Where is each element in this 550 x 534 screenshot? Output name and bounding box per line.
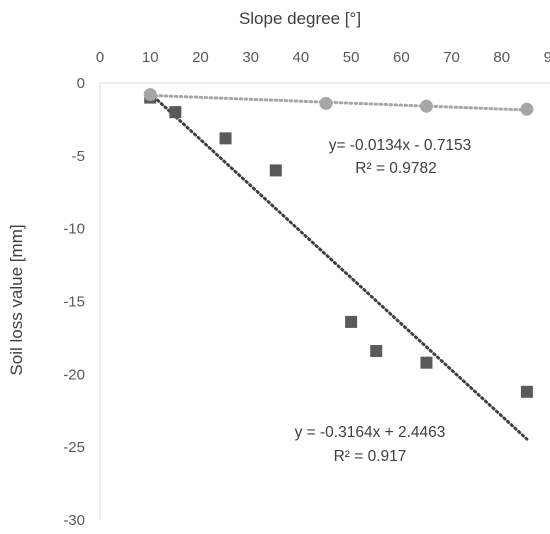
y-tick-label: -25 xyxy=(63,439,85,456)
circle-series-r2: R² = 0.9782 xyxy=(355,160,436,177)
y-tick-labels: 0 -5 -10 -15 -20 -25 -30 xyxy=(63,75,85,529)
x-tick-label: 60 xyxy=(393,49,410,66)
x-axis-title: Slope degree [°] xyxy=(239,9,361,28)
y-tick-label: 0 xyxy=(77,75,85,92)
circle-series-trendline xyxy=(148,93,529,112)
square-data-point xyxy=(269,164,282,177)
square-data-point xyxy=(345,315,358,328)
circle-data-point xyxy=(520,102,534,116)
square-data-point xyxy=(420,356,433,369)
x-tick-label: 0 xyxy=(96,49,104,66)
data-points xyxy=(143,88,534,398)
square-series-trendline xyxy=(148,91,529,441)
x-tick-label: 20 xyxy=(192,49,209,66)
x-tick-labels: 0 10 20 30 40 50 60 70 80 90 xyxy=(96,49,550,66)
square-series-r2: R² = 0.917 xyxy=(334,448,407,465)
square-series-equation: y = -0.3164x + 2.4463 xyxy=(295,424,446,441)
square-data-point xyxy=(370,345,383,358)
square-data-point xyxy=(520,385,533,398)
x-tick-label: 80 xyxy=(493,49,510,66)
y-tick-label: -20 xyxy=(63,366,85,383)
y-tick-label: -10 xyxy=(63,221,85,238)
x-tick-label: 70 xyxy=(443,49,460,66)
square-data-point xyxy=(219,132,232,145)
y-axis-title: Soil loss value [mm] xyxy=(7,224,26,375)
x-tick-label: 50 xyxy=(343,49,360,66)
square-data-point xyxy=(169,106,182,119)
circle-data-point xyxy=(419,99,433,113)
x-tick-label: 30 xyxy=(242,49,259,66)
circle-data-point xyxy=(319,96,333,110)
x-tick-label: 10 xyxy=(142,49,159,66)
y-tick-label: -15 xyxy=(63,294,85,311)
x-tick-label: 40 xyxy=(293,49,310,66)
y-tick-label: -30 xyxy=(63,512,85,529)
circle-series-equation: y= -0.0134x - 0.7153 xyxy=(329,137,472,154)
x-tick-label: 90 xyxy=(544,49,550,66)
trendlines xyxy=(148,91,529,441)
y-tick-label: -5 xyxy=(72,148,85,165)
circle-data-point xyxy=(143,88,157,102)
